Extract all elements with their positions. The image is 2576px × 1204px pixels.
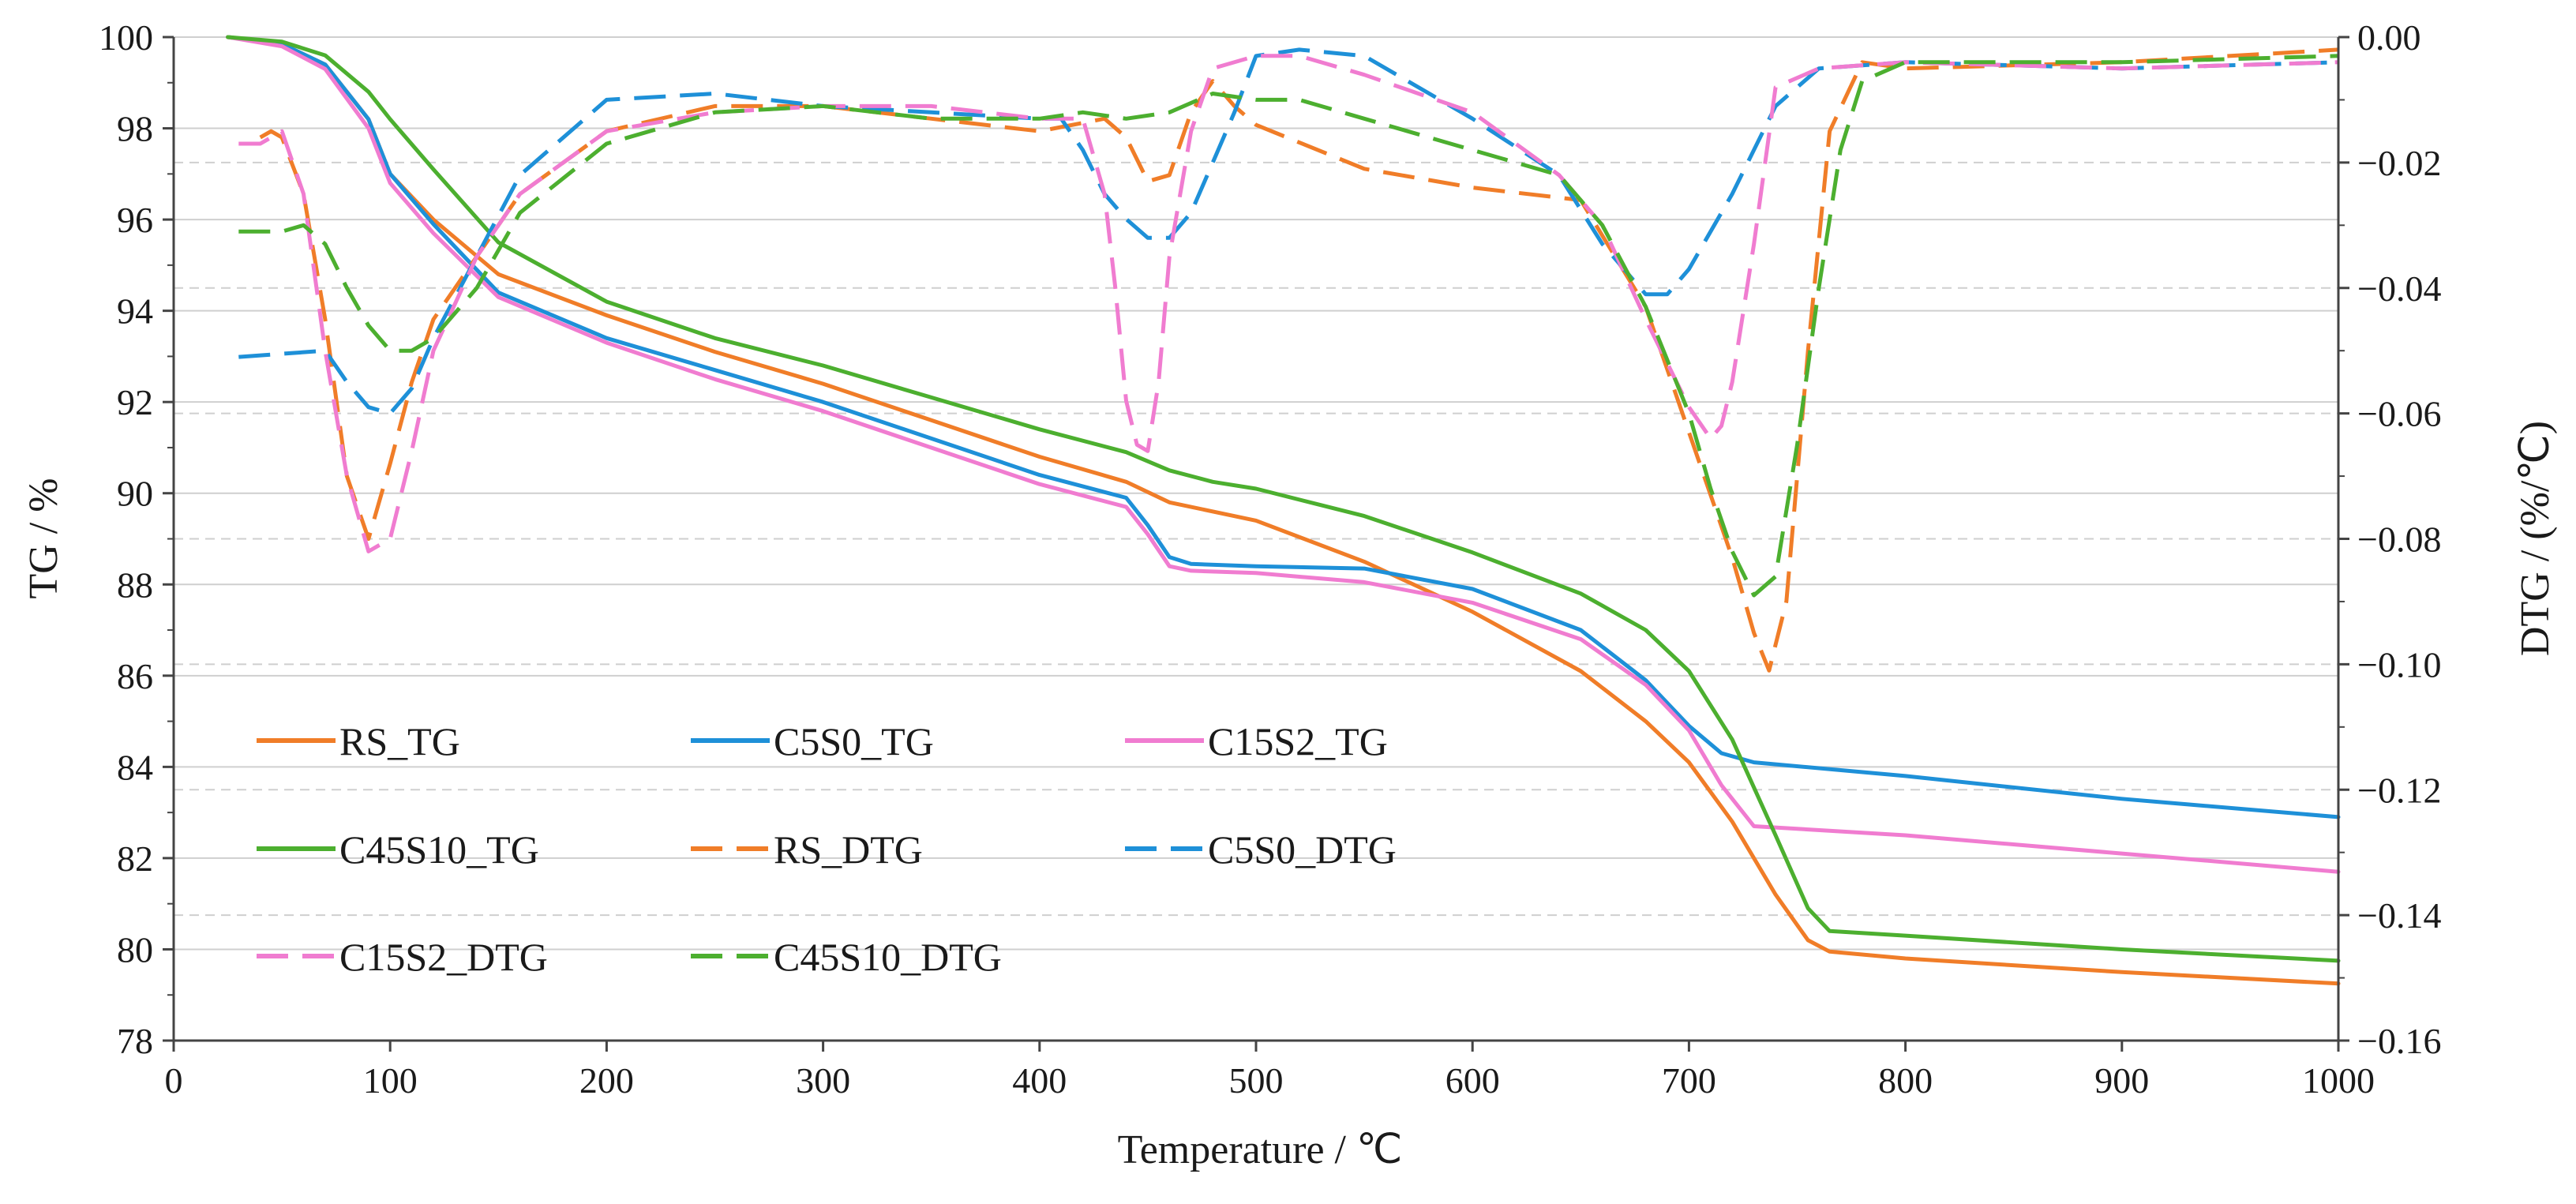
y-right-tick-label: −0.06 xyxy=(2357,394,2441,434)
legend-label: RS_DTG xyxy=(774,827,923,872)
series-layer xyxy=(226,35,2341,986)
x-tick-label: 200 xyxy=(579,1060,634,1101)
legend: RS_TG C5S0_TG C15S2_TG C45S10_TG RS_DTG C5S0_… xyxy=(257,719,1397,979)
y-right-tick-label: −0.08 xyxy=(2357,519,2441,560)
y-left-tick-label: 84 xyxy=(117,747,153,787)
y-left-tick-label: 94 xyxy=(117,291,153,332)
y-right-axis-title: DTG / (%/℃) xyxy=(2513,421,2558,656)
gridlines xyxy=(174,36,2338,951)
x-tick-label: 100 xyxy=(363,1060,418,1101)
y-left-tick-label: 80 xyxy=(117,929,153,970)
ticks xyxy=(163,36,2349,1052)
y-left-tick-label: 92 xyxy=(117,382,153,422)
y-right-tick-label: −0.10 xyxy=(2357,644,2441,685)
y-left-axis-title: TG / % xyxy=(21,478,66,598)
x-tick-label: 700 xyxy=(1662,1060,1716,1101)
legend-label: C15S2_DTG xyxy=(339,935,548,979)
legend-label: C45S10_DTG xyxy=(774,935,1002,979)
y-left-tick-label: 90 xyxy=(117,474,153,514)
y-left-tick-label: 96 xyxy=(117,200,153,240)
y-left-tick-label: 78 xyxy=(117,1021,153,1061)
series-line-rs-dtg xyxy=(259,47,2339,673)
series-line-c5s0-dtg xyxy=(238,47,2339,416)
x-tick-label: 400 xyxy=(1012,1060,1067,1101)
legend-label: C5S0_TG xyxy=(774,719,934,763)
y-right-tick-label: −0.16 xyxy=(2357,1021,2441,1061)
y-right-tick-label: −0.12 xyxy=(2357,770,2441,810)
series-line-c15s2-dtg xyxy=(238,54,2339,553)
y-right-tick-label: −0.02 xyxy=(2357,143,2441,183)
x-tick-label: 300 xyxy=(796,1060,850,1101)
legend-label: C15S2_TG xyxy=(1208,719,1388,763)
x-axis-title: Temperature / ℃ xyxy=(1118,1127,1403,1172)
y-left-tick-label: 100 xyxy=(99,17,153,58)
x-tick-label: 0 xyxy=(165,1060,183,1101)
series-line-c5s0-tg xyxy=(226,35,2341,820)
x-tick-label: 800 xyxy=(1878,1060,1933,1101)
y-right-tick-label: −0.14 xyxy=(2357,895,2441,936)
x-tick-label: 1000 xyxy=(2302,1060,2375,1101)
y-left-tick-label: 88 xyxy=(117,564,153,605)
y-left-tick-label: 86 xyxy=(117,656,153,696)
y-right-tick-label: 0.00 xyxy=(2357,17,2421,58)
series-line-c45s10-dtg xyxy=(238,54,2339,598)
y-right-tick-label: −0.04 xyxy=(2357,268,2441,309)
legend-label: RS_TG xyxy=(339,719,460,763)
series-line-c45s10-tg xyxy=(226,35,2341,963)
x-tick-label: 600 xyxy=(1445,1060,1500,1101)
x-tick-label: 500 xyxy=(1229,1060,1284,1101)
x-tick-label: 900 xyxy=(2094,1060,2149,1101)
y-left-tick-label: 98 xyxy=(117,109,153,149)
series-line-c15s2-tg xyxy=(226,35,2341,874)
tick-labels: 78 80 82 84 86 88 90 92 94 96 98 100 −0.16 −0.14 −0.12… xyxy=(99,17,2441,1101)
legend-label: C5S0_DTG xyxy=(1208,827,1397,872)
y-left-tick-label: 82 xyxy=(117,838,153,879)
legend-label: C45S10_TG xyxy=(339,827,539,872)
